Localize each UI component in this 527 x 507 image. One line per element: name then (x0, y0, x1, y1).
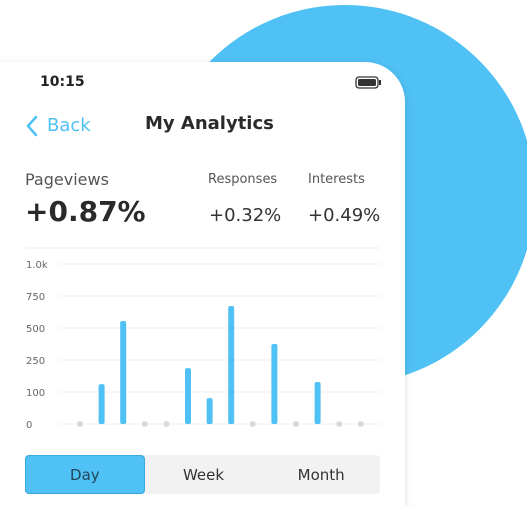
zero-dot (77, 421, 83, 427)
bar (120, 320, 127, 424)
zero-dot (293, 421, 299, 427)
bar (98, 384, 105, 424)
y-tick-label: 1.0k (26, 260, 48, 271)
zero-dot (249, 421, 256, 427)
stat-label: Responses (208, 172, 278, 187)
tab-bar: Day Week Month (25, 455, 380, 494)
y-tick-label: 750 (26, 292, 45, 303)
bar (206, 398, 213, 424)
bar (314, 381, 321, 424)
chart: 0 100 250 500 750 1.0k (26, 260, 380, 431)
tab[interactable]: Week (182, 465, 225, 484)
bar (271, 344, 278, 424)
y-tick-label: 500 (26, 324, 45, 335)
battery-level (358, 79, 376, 86)
stat-value: +0.32% (209, 205, 282, 226)
y-tick-label: 100 (26, 388, 45, 399)
tab[interactable]: Month (297, 465, 345, 484)
bar (185, 368, 191, 424)
stat-value: +0.87% (25, 195, 146, 228)
screen-title: My Analytics (145, 113, 274, 134)
bar (228, 305, 235, 424)
back-button[interactable]: Back (47, 115, 91, 136)
stat-label: Interests (308, 172, 365, 187)
battery-icon (355, 76, 379, 89)
zero-dot (336, 421, 343, 427)
zero-dot (163, 421, 170, 427)
zero-dot (357, 421, 364, 427)
status-time: 10:15 (40, 74, 85, 90)
stat-value: +0.49% (308, 205, 381, 226)
y-tick-label: 0 (26, 420, 32, 431)
back-chevron (26, 115, 38, 137)
battery-tip (379, 80, 381, 85)
stat-label: Pageviews (25, 170, 109, 189)
tab[interactable]: Day (25, 455, 145, 494)
y-tick-label: 250 (26, 356, 45, 367)
zero-dot (141, 421, 148, 427)
